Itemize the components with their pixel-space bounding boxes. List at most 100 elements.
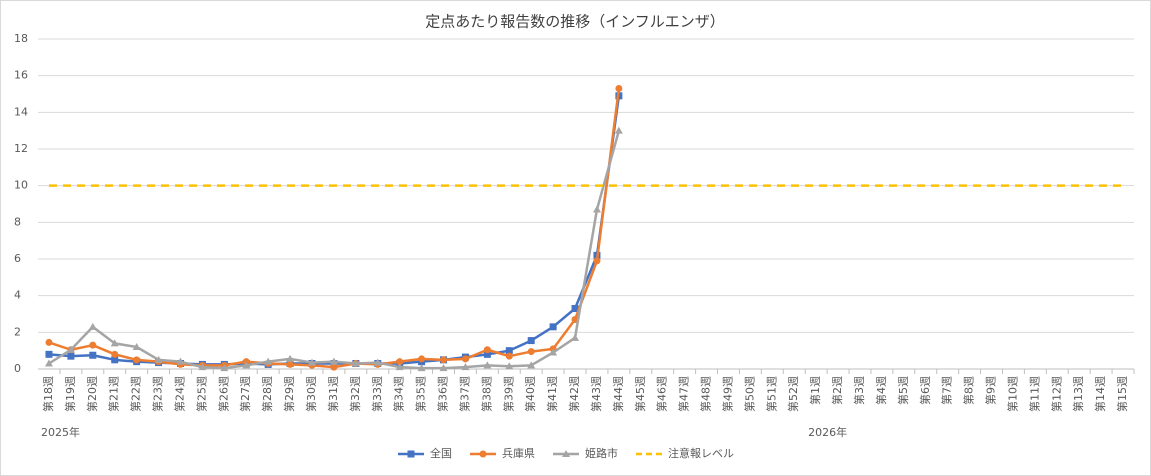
y-tick-label: 8 [14, 215, 21, 228]
y-tick-label: 4 [14, 289, 21, 302]
legend-label: 兵庫県 [502, 446, 535, 460]
point [220, 364, 229, 372]
x-tick-label: 第34週 [392, 376, 406, 412]
point [592, 205, 601, 213]
x-tick-label: 第10週 [1005, 376, 1019, 412]
point [505, 347, 513, 355]
x-tick-label: 第15週 [1115, 376, 1129, 412]
point [111, 356, 119, 364]
point [110, 339, 119, 347]
point [308, 358, 316, 366]
point [483, 346, 491, 354]
point [89, 341, 97, 349]
x-tick-label: 第42週 [567, 376, 581, 412]
point [154, 355, 163, 363]
x-tick-label: 第20週 [85, 376, 99, 412]
point [418, 355, 426, 363]
y-tick-label: 10 [14, 179, 28, 192]
point [527, 337, 535, 345]
x-tick-label: 第35週 [414, 376, 428, 412]
x-tick-label: 第24週 [172, 376, 186, 412]
legend-marker [479, 450, 487, 458]
legend-marker [562, 450, 570, 457]
x-tick-label: 第3週 [852, 376, 866, 405]
y-tick-label: 16 [14, 69, 28, 82]
x-tick-label: 第52週 [786, 376, 800, 412]
point [483, 350, 491, 358]
x-tick-label: 第12週 [1049, 376, 1063, 412]
point [461, 355, 469, 363]
point [198, 363, 207, 371]
x-tick-label: 第6週 [918, 376, 932, 405]
point [264, 357, 273, 365]
x-tick-label: 第1週 [808, 376, 822, 405]
x-tick-label: 第2週 [830, 376, 844, 405]
point [133, 356, 141, 364]
y-tick-label: 14 [14, 105, 28, 118]
x-tick-label: 第7週 [940, 376, 954, 405]
x-tick-label: 第33週 [370, 376, 384, 412]
x-tick-label: 第32週 [348, 376, 362, 412]
point [571, 305, 579, 312]
point [571, 333, 580, 341]
x-tick-label: 第43週 [589, 376, 603, 412]
x-tick-label: 第31週 [326, 376, 340, 412]
y-tick-label: 0 [14, 362, 21, 375]
y-tick-label: 6 [14, 252, 21, 265]
legend-label: 全国 [430, 446, 452, 460]
y-tick-label: 18 [14, 32, 28, 45]
x-tick-label: 第38週 [479, 376, 493, 412]
point [286, 360, 294, 368]
x-tick-label: 第44週 [611, 376, 625, 412]
x-tick-label: 第11週 [1027, 376, 1041, 412]
x-tick-label: 第14週 [1093, 376, 1107, 412]
point [67, 352, 75, 360]
x-tick-label: 第40週 [523, 376, 537, 412]
point [242, 361, 251, 369]
x-group-label: 2025年 [41, 425, 80, 439]
point [111, 350, 119, 358]
x-tick-label: 第9週 [984, 376, 998, 405]
point [440, 356, 448, 364]
point [417, 364, 426, 372]
point [614, 126, 623, 134]
x-tick-label: 第26週 [216, 376, 230, 412]
point [351, 359, 360, 367]
point [45, 338, 53, 346]
x-tick-label: 第13週 [1071, 376, 1085, 412]
x-tick-label: 第37週 [457, 376, 471, 412]
point [549, 348, 558, 356]
point [483, 361, 492, 369]
x-tick-label: 第45週 [633, 376, 647, 412]
x-tick-label: 第39週 [501, 376, 515, 412]
x-tick-label: 第27週 [238, 376, 252, 412]
point [439, 364, 448, 372]
x-tick-label: 第28週 [260, 376, 274, 412]
point [549, 323, 557, 331]
point [461, 363, 470, 371]
point [527, 348, 535, 356]
x-group-label: 2026年 [808, 425, 847, 439]
point [396, 358, 404, 366]
point [132, 343, 141, 350]
x-tick-label: 第18週 [41, 376, 55, 412]
point [593, 257, 601, 265]
point [505, 362, 514, 370]
x-tick-label: 第49週 [720, 376, 734, 412]
point [329, 357, 338, 365]
x-tick-label: 第4週 [874, 376, 888, 405]
point [395, 363, 404, 371]
x-tick-label: 第41週 [545, 376, 559, 412]
y-tick-label: 2 [14, 325, 21, 338]
x-tick-label: 第8週 [962, 376, 976, 405]
point [88, 322, 97, 330]
x-tick-label: 第19週 [63, 376, 77, 412]
x-tick-label: 第50週 [742, 376, 756, 412]
point [505, 352, 513, 360]
x-tick-label: 第25週 [194, 376, 208, 412]
point [176, 357, 185, 365]
legend-marker [407, 450, 415, 458]
x-tick-label: 第23週 [151, 376, 165, 412]
